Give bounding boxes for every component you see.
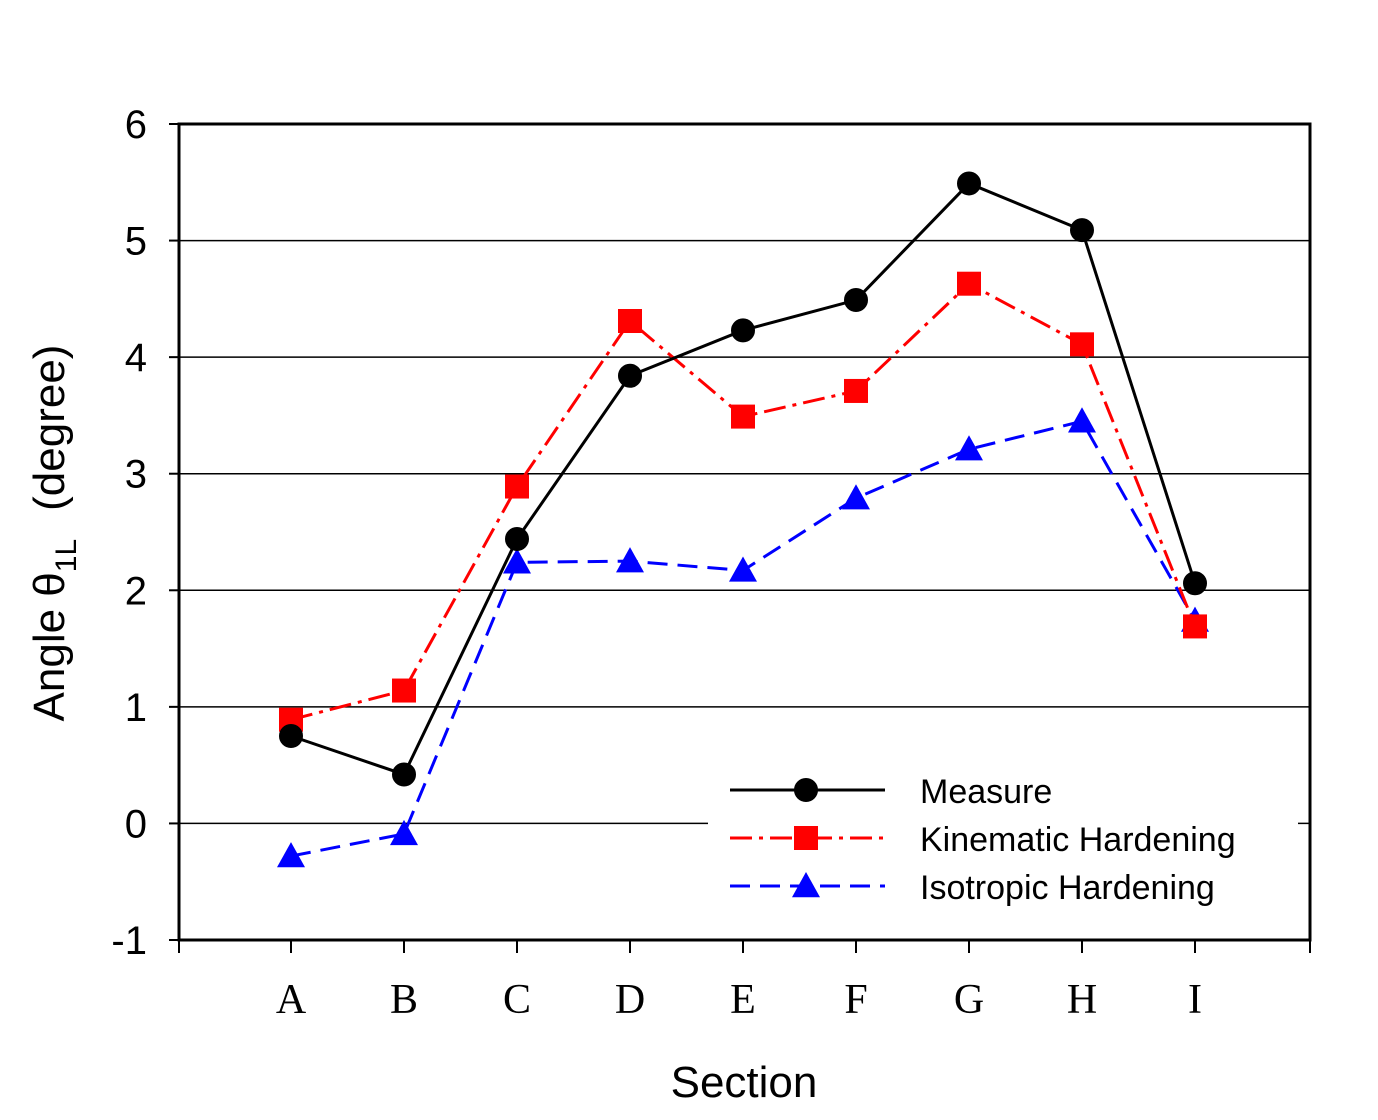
data-point <box>731 318 755 343</box>
series-line <box>290 281 1197 722</box>
data-point <box>842 484 870 510</box>
x-tick-label: F <box>844 977 867 1023</box>
legend: Measure Kinematic Hardening Isotropic Hard… <box>708 760 1298 910</box>
y-tick-label: 6 <box>125 103 147 147</box>
x-tick-label: C <box>503 977 531 1023</box>
y-tick-label: 1 <box>125 686 147 730</box>
data-point <box>618 363 642 388</box>
plot-frame <box>177 122 1312 942</box>
data-point <box>392 762 416 787</box>
x-tick-label: H <box>1067 977 1097 1023</box>
data-point <box>844 378 868 403</box>
x-tick-label: A <box>276 977 307 1023</box>
data-point <box>1070 332 1094 357</box>
series-circle <box>279 171 1207 787</box>
data-point <box>957 171 981 196</box>
y-axis-title-prefix: Angle θ <box>25 572 74 721</box>
data-point <box>503 548 531 574</box>
data-point <box>1183 614 1207 639</box>
data-point <box>957 271 981 296</box>
plot-border <box>177 122 1312 942</box>
legend-marker <box>794 778 818 802</box>
y-axis-title: Angle θ1L (degree) <box>25 345 83 722</box>
series-line <box>290 181 1197 777</box>
y-axis-title-suffix: (degree) <box>25 345 74 511</box>
data-point <box>390 819 418 846</box>
legend-marker <box>794 826 818 850</box>
y-axis-title-subscript: 1L <box>50 539 83 572</box>
data-point <box>955 435 983 461</box>
y-tick-label: 4 <box>125 336 147 380</box>
y-tick-label: -1 <box>111 919 147 963</box>
x-tick-label: G <box>954 977 984 1023</box>
data-point <box>616 547 644 573</box>
series-layer <box>277 171 1209 868</box>
data-point <box>279 724 303 748</box>
data-point <box>731 404 755 429</box>
legend-label: Measure <box>920 773 1052 811</box>
x-tick-label: I <box>1188 977 1202 1023</box>
legend-marker <box>792 872 820 898</box>
y-axis: -1 0 1 2 3 4 5 6 <box>111 103 179 963</box>
data-point <box>618 309 642 334</box>
data-point <box>729 556 757 582</box>
x-tick-label: D <box>615 977 645 1023</box>
data-point <box>1183 571 1207 596</box>
data-point <box>277 842 305 868</box>
y-tick-label: 0 <box>125 802 147 846</box>
x-axis: A B C D E F G H I <box>178 940 1311 1023</box>
data-point <box>1070 218 1094 243</box>
x-axis-title: Section <box>671 1058 818 1107</box>
data-point <box>1068 407 1096 433</box>
x-tick-label: B <box>390 977 418 1023</box>
y-tick-label: 2 <box>125 569 147 613</box>
data-point <box>505 474 529 499</box>
y-tick-label: 5 <box>125 220 147 264</box>
legend-label: Kinematic Hardening <box>920 821 1236 859</box>
data-point <box>392 678 416 703</box>
y-tick-label: 3 <box>125 453 147 497</box>
data-point <box>844 288 868 313</box>
series-triangle <box>277 407 1209 868</box>
data-point <box>505 526 529 551</box>
x-tick-label: E <box>730 977 756 1023</box>
legend-label: Isotropic Hardening <box>920 869 1215 907</box>
